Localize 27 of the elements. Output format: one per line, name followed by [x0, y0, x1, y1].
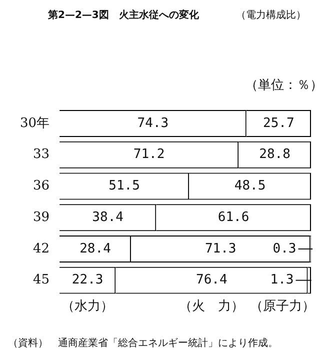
- chart-subtitle: （電力構成比）: [236, 8, 306, 22]
- y-tick-label: 30年: [20, 116, 50, 131]
- text: （単位：％）: [245, 77, 323, 94]
- series-label: （火 力）: [179, 298, 244, 314]
- data-label: 71.3: [204, 241, 236, 256]
- data-label: 61.6: [218, 210, 250, 225]
- data-label: 38.4: [92, 210, 124, 225]
- data-label: 25.7: [263, 116, 294, 131]
- y-tick-label: 45: [32, 272, 50, 288]
- data-label: 71.2: [133, 147, 165, 162]
- y-tick-label: 39: [32, 210, 50, 225]
- series-label: （水力）: [62, 298, 114, 314]
- data-label: 74.3: [137, 116, 169, 131]
- data-label: 22.3: [72, 272, 104, 288]
- text: （資料） 通商産業省「総合エネルギー統計」により作成。: [8, 336, 278, 350]
- y-tick-label: 36: [32, 178, 50, 194]
- data-label: 1.3: [270, 272, 294, 288]
- data-label: 76.4: [196, 272, 228, 288]
- data-label: 28.8: [259, 147, 290, 162]
- data-label: 0.3: [272, 241, 296, 256]
- y-tick-label: 33: [32, 147, 50, 162]
- data-label: 51.5: [108, 178, 140, 194]
- data-label: 28.4: [80, 241, 112, 256]
- chart-title: 第2—2—3図 火主水従への変化: [48, 8, 199, 22]
- series-label: （原子力）: [250, 298, 315, 314]
- y-tick-label: 42: [32, 241, 50, 256]
- data-label: 48.5: [234, 178, 266, 194]
